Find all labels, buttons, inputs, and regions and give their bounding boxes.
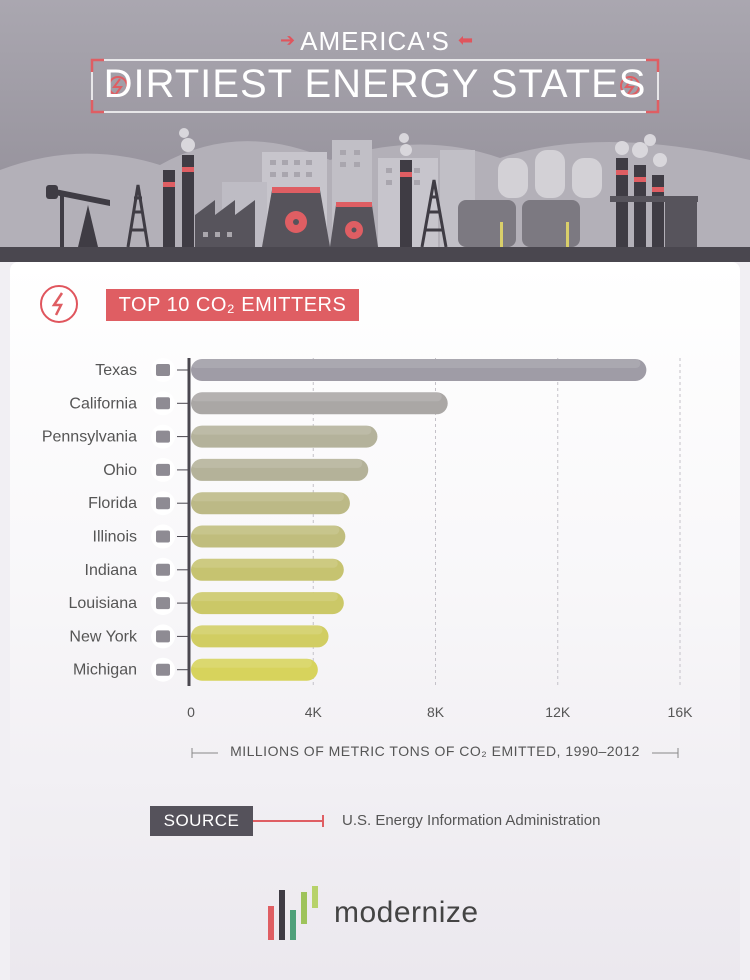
x-axis-label-text: MILLIONS OF METRIC TONS OF CO₂ EMITTED, … bbox=[230, 743, 640, 759]
x-tick-label: 0 bbox=[187, 704, 195, 720]
michigan-state-icon bbox=[156, 663, 170, 676]
category-label: Florida bbox=[88, 495, 137, 512]
page-title: DIRTIEST ENERGY STATES bbox=[103, 62, 647, 106]
new-york-state-icon bbox=[156, 630, 170, 643]
bar bbox=[191, 525, 346, 548]
bar-highlight bbox=[191, 558, 338, 568]
bar bbox=[191, 359, 647, 381]
florida-state-icon bbox=[156, 497, 170, 510]
x-tick-label: 12K bbox=[545, 704, 571, 720]
bar bbox=[191, 558, 344, 581]
source-connector-tick bbox=[322, 815, 324, 827]
ohio-state-icon bbox=[156, 463, 170, 476]
source-badge: SOURCE bbox=[150, 806, 253, 836]
category-label: Texas bbox=[95, 362, 137, 379]
title-top: AMERICA'S bbox=[300, 26, 450, 56]
lightning-bolt-icon bbox=[108, 76, 640, 96]
bar-highlight bbox=[191, 525, 340, 535]
x-tick-label: 8K bbox=[427, 704, 445, 720]
bar-highlight bbox=[191, 592, 338, 602]
x-axis-label-rule bbox=[191, 748, 679, 758]
category-label: California bbox=[69, 395, 137, 412]
bar bbox=[191, 625, 329, 648]
brand-name: modernize bbox=[334, 896, 479, 929]
bar bbox=[191, 458, 369, 481]
bar bbox=[191, 425, 378, 448]
x-axis-label: MILLIONS OF METRIC TONS OF CO₂ EMITTED, … bbox=[190, 743, 680, 759]
category-label: New York bbox=[69, 628, 138, 645]
louisiana-state-icon bbox=[156, 597, 170, 610]
bar bbox=[191, 592, 344, 615]
source-connector bbox=[253, 820, 323, 822]
category-label: Pennsylvania bbox=[42, 429, 137, 446]
lightning-bolt-icon bbox=[40, 285, 78, 323]
california-state-icon bbox=[156, 397, 170, 410]
header-banner: ➔ ⬅ AMERICA'S DIRTIEST ENERGY STATES bbox=[0, 0, 750, 262]
x-tick-label: 4K bbox=[305, 704, 323, 720]
category-label: Indiana bbox=[85, 562, 138, 579]
indiana-state-icon bbox=[156, 563, 170, 576]
illinois-state-icon bbox=[156, 530, 170, 543]
bar-highlight bbox=[191, 392, 442, 402]
bar bbox=[191, 492, 350, 515]
bar bbox=[191, 392, 448, 415]
x-tick-label: 16K bbox=[668, 704, 694, 720]
bar-highlight bbox=[191, 359, 641, 368]
category-label: Michigan bbox=[73, 662, 137, 679]
pennsylvania-state-icon bbox=[156, 430, 170, 443]
bar-highlight bbox=[191, 458, 363, 468]
chart-card bbox=[10, 262, 740, 980]
category-label: Louisiana bbox=[69, 595, 138, 612]
bar-highlight bbox=[191, 625, 323, 635]
category-label: Ohio bbox=[103, 462, 137, 479]
arrow-left-icon: ⬅ bbox=[458, 30, 474, 50]
bar-highlight bbox=[191, 425, 372, 435]
bar bbox=[191, 658, 318, 681]
section-title: TOP 10 CO₂ EMITTERS bbox=[106, 289, 359, 321]
bar-highlight bbox=[191, 658, 312, 668]
modernize-logo-icon bbox=[268, 886, 318, 940]
bar-highlight bbox=[191, 492, 344, 502]
arrow-right-icon: ➔ bbox=[280, 30, 296, 50]
texas-state-icon bbox=[156, 364, 170, 376]
industrial-skyline-illustration bbox=[0, 58, 750, 262]
source-text: U.S. Energy Information Administration bbox=[342, 812, 601, 829]
category-label: Illinois bbox=[93, 529, 137, 546]
